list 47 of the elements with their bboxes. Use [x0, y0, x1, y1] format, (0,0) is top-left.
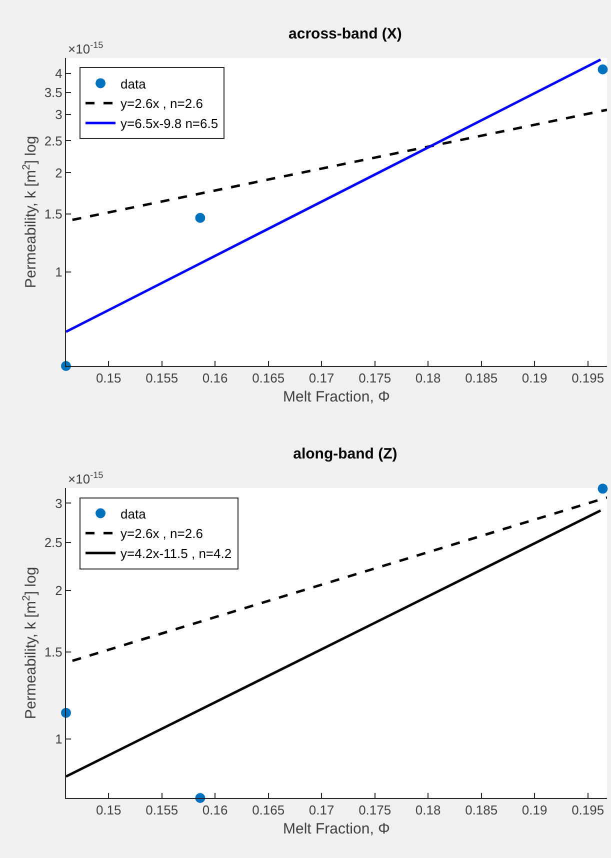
legend-label: data — [120, 506, 147, 522]
x-tick-label: 0.19 — [522, 370, 548, 386]
y-tick-label: 3.5 — [44, 85, 62, 100]
x-tick-label: 0.16 — [202, 370, 228, 386]
x-tick-label: 0.175 — [358, 370, 392, 386]
text: ×10$^{-15}$ — [68, 40, 104, 56]
y-tick-label: 1.5 — [44, 644, 62, 660]
point — [598, 484, 608, 494]
legend-label: y=2.6x , n=2.6 — [120, 96, 203, 112]
legend-label: y=6.5x-9.8 n=6.5 — [120, 116, 218, 132]
x-tick-label: 0.185 — [465, 802, 498, 818]
y-tick-label: 1 — [55, 264, 62, 280]
x-tick-label: 0.18 — [415, 370, 441, 386]
legend-label: y=4.2x-11.5 , n=4.2 — [120, 546, 232, 562]
text: ×10$^{-15}$ — [68, 470, 104, 486]
x-tick-label: 0.17 — [308, 802, 334, 818]
y-tick-label: 2 — [55, 582, 62, 598]
x-tick-label: 0.17 — [308, 370, 334, 386]
x-tick-label: 0.16 — [202, 802, 228, 818]
y-tick-label: 2.5 — [44, 133, 62, 148]
x-tick-label: 0.155 — [146, 802, 178, 818]
x-axis-title: Melt Fraction, Φ — [283, 820, 390, 838]
x-tick-label: 0.155 — [146, 370, 178, 386]
x-axis-title: Melt Fraction, Φ — [283, 388, 390, 406]
point — [598, 64, 608, 74]
chart-title: along-band (Z) — [293, 446, 398, 462]
y-tick-label: 3 — [55, 107, 62, 122]
legend-label: data — [120, 76, 147, 92]
x-tick-label: 0.165 — [252, 370, 285, 386]
y-tick-label: 1 — [55, 732, 62, 747]
x-tick-label: 0.185 — [465, 370, 498, 386]
point — [195, 212, 206, 223]
y-tick-label: 2.5 — [44, 534, 62, 550]
chart-title: across-band (X) — [288, 26, 402, 42]
legend-label: y=2.6x , n=2.6 — [120, 526, 203, 542]
x-tick-label: 0.15 — [96, 802, 122, 818]
x-tick-label: 0.19 — [522, 802, 548, 818]
x-tick-label: 0.175 — [358, 802, 392, 818]
y-tick-label: 1.5 — [44, 206, 62, 222]
y-tick-label: 3 — [55, 496, 62, 511]
y-tick-label: 4 — [55, 66, 62, 81]
x-tick-label: 0.195 — [572, 802, 604, 818]
x-tick-label: 0.195 — [572, 370, 604, 386]
y-tick-label: 2 — [55, 165, 62, 180]
x-tick-label: 0.165 — [252, 802, 285, 818]
x-tick-label: 0.15 — [96, 370, 122, 386]
x-tick-label: 0.18 — [415, 802, 441, 818]
